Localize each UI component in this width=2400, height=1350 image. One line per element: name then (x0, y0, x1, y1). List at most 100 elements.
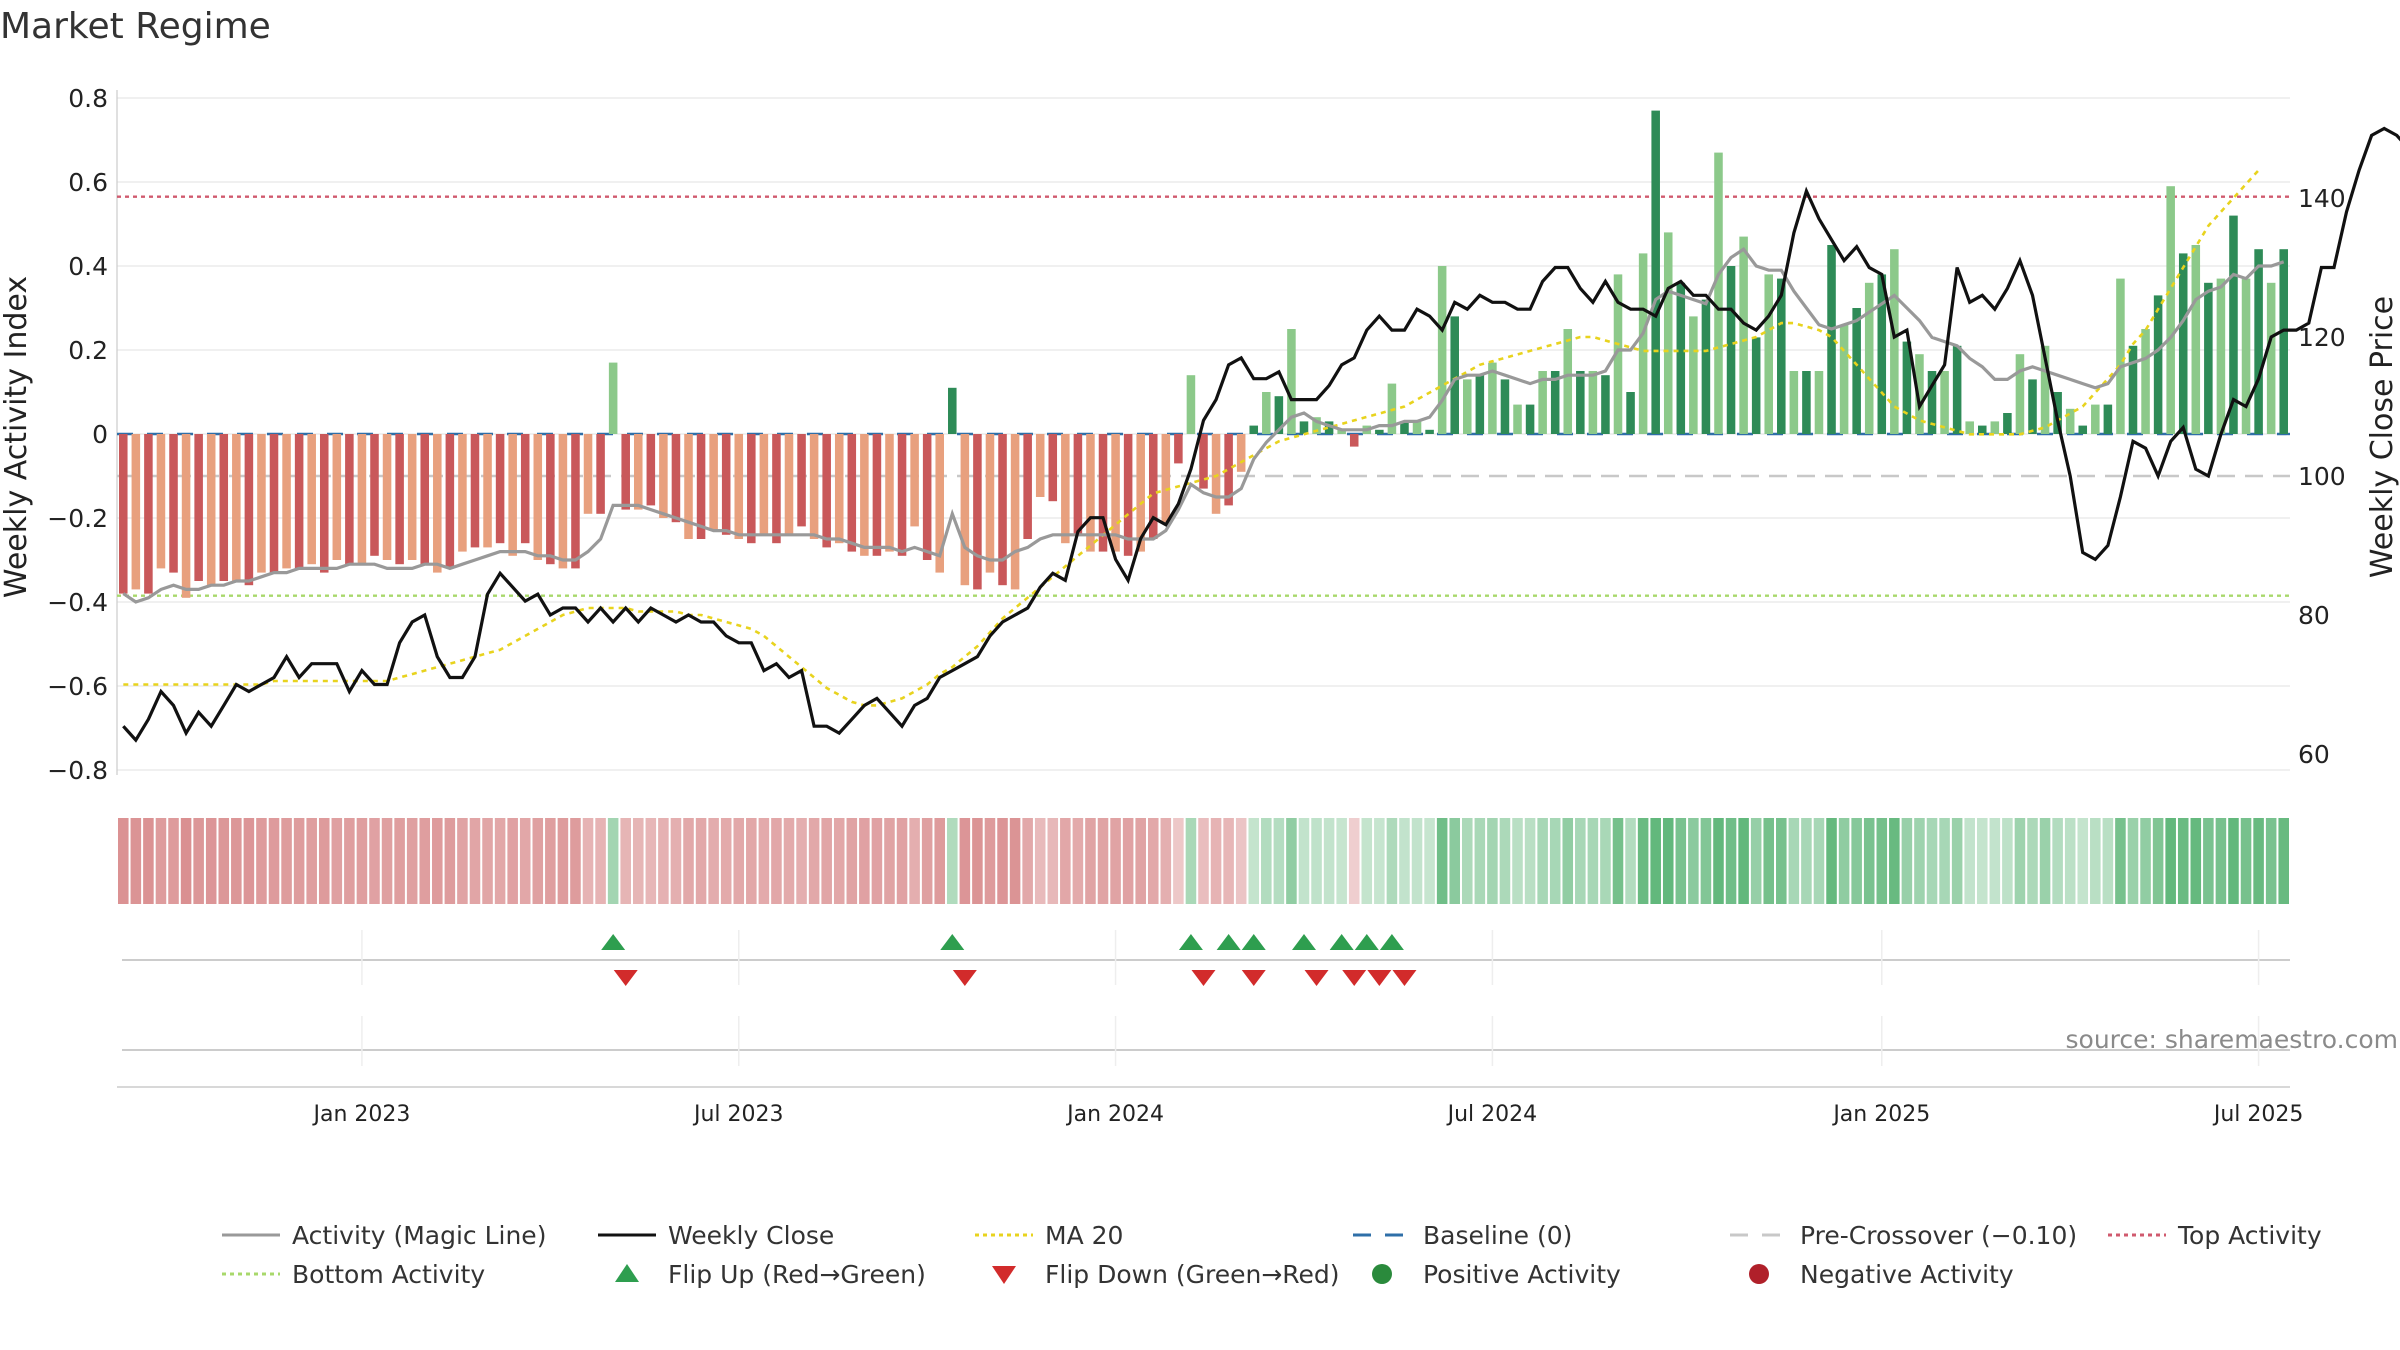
regime-tile (1750, 818, 1762, 904)
regime-tile (984, 818, 996, 904)
legend-label: Pre-Crossover (−0.10) (1800, 1221, 2077, 1250)
activity-bar (395, 434, 404, 565)
left-axis-ticks: 0.8 0.6 0.4 0.2 0 −0.2 −0.4 −0.6 −0.8 (47, 84, 108, 785)
regime-tile (2152, 818, 2164, 904)
activity-bar (772, 434, 781, 544)
activity-bar (1802, 371, 1811, 434)
regime-tile (1361, 818, 1373, 904)
legend-item: Baseline (0) (1353, 1221, 1572, 1250)
regime-tile (293, 818, 305, 904)
activity-bar (508, 434, 517, 556)
regime-tile (1248, 818, 1260, 904)
regime-tile (1813, 818, 1825, 904)
y2-tick-label: 100 (2298, 462, 2346, 491)
regime-tile (1298, 818, 1310, 904)
regime-tile (683, 818, 694, 904)
activity-bar (1839, 324, 1849, 434)
activity-bar (1902, 341, 1912, 434)
activity-bar (194, 434, 203, 581)
activity-bar (1689, 316, 1698, 434)
activity-bar (1123, 434, 1133, 556)
activity-bar (1827, 245, 1836, 434)
regime-tile (1838, 818, 1850, 904)
regime-tile (130, 818, 142, 904)
reference-lines (117, 195, 2290, 597)
activity-bar (1789, 371, 1799, 434)
activity-bar (2078, 425, 2088, 434)
magic-line (122, 247, 2285, 604)
regime-tile (1537, 818, 1548, 904)
flip-up-marker (1216, 934, 1241, 950)
source-note: source: sharemaestro.com (2066, 1025, 2399, 1054)
regime-tile (959, 818, 971, 904)
regime-tile (180, 818, 192, 904)
regime-tile (205, 818, 217, 904)
regime-tile (1461, 818, 1473, 904)
regime-tile (482, 818, 493, 904)
regime-tile (394, 818, 405, 904)
legend-label: Flip Up (Red→Green) (668, 1260, 926, 1289)
regime-tile (2240, 818, 2252, 904)
activity-bar (2141, 329, 2150, 434)
activity-bar (948, 387, 957, 434)
activity-bar (1224, 434, 1233, 506)
regime-tile (1914, 818, 1925, 904)
activity-bar (1576, 371, 1585, 434)
regime-tile (507, 818, 518, 904)
activity-bar (1086, 434, 1095, 552)
y-tick-label: −0.6 (47, 672, 108, 701)
activity-bar (1111, 434, 1120, 552)
series-lines (122, 126, 2400, 743)
activity-bar (1814, 371, 1824, 434)
activity-bar (332, 434, 342, 560)
regime-tile (469, 818, 481, 904)
activity-bar (1864, 282, 1874, 434)
flip-down-marker (1241, 970, 1266, 986)
activity-bar (1977, 425, 1987, 434)
regime-tile (2165, 818, 2176, 904)
activity-bar (1852, 308, 1861, 434)
activity-bar (458, 434, 467, 552)
activity-bar (470, 434, 480, 548)
regime-tile (2052, 818, 2063, 904)
regime-tile (1901, 818, 1913, 904)
activity-bar (1538, 371, 1547, 434)
activity-bar (1437, 266, 1447, 434)
activity-bar (156, 434, 166, 569)
activity-bar (1714, 152, 1723, 434)
regime-tile (381, 818, 393, 904)
activity-bar (1500, 379, 1510, 434)
legend-item: Top Activity (2108, 1221, 2322, 1250)
regime-tile (1110, 818, 1121, 904)
legend-item: Negative Activity (1749, 1260, 2014, 1289)
regime-tile (344, 818, 355, 904)
activity-bar (1701, 299, 1711, 434)
regime-tile (607, 818, 619, 904)
regime-tile (1562, 818, 1574, 904)
x-axis: Jan 2023 Jul 2023 Jan 2024 Jul 2024 Jan 2025… (117, 930, 2303, 1127)
activity-bar (734, 434, 744, 539)
activity-bar (696, 434, 706, 539)
regime-tile (670, 818, 682, 904)
y-tick-label: −0.8 (47, 756, 108, 785)
regime-tile (1763, 818, 1775, 904)
regime-tile (2027, 818, 2038, 904)
y2-axis-label: Weekly Close Price (2365, 296, 2400, 578)
regime-tile (884, 818, 895, 904)
activity-bar (596, 434, 605, 514)
activity-bar (860, 434, 869, 556)
activity-bar (1262, 392, 1271, 434)
activity-bar (935, 434, 944, 573)
regime-strip (118, 818, 2289, 904)
activity-bar (206, 434, 216, 586)
legend-label: Negative Activity (1800, 1260, 2014, 1289)
activity-bar (319, 434, 329, 573)
flip-down-marker (1342, 970, 1367, 986)
activity-bar (1249, 425, 1259, 434)
legend-label: MA 20 (1045, 1221, 1123, 1250)
x-tick-label: Jul 2024 (1446, 1102, 1538, 1127)
regime-tile (2102, 818, 2114, 904)
activity-bar (2091, 404, 2100, 434)
activity-bar (2040, 345, 2050, 434)
regime-tile (1286, 818, 1297, 904)
